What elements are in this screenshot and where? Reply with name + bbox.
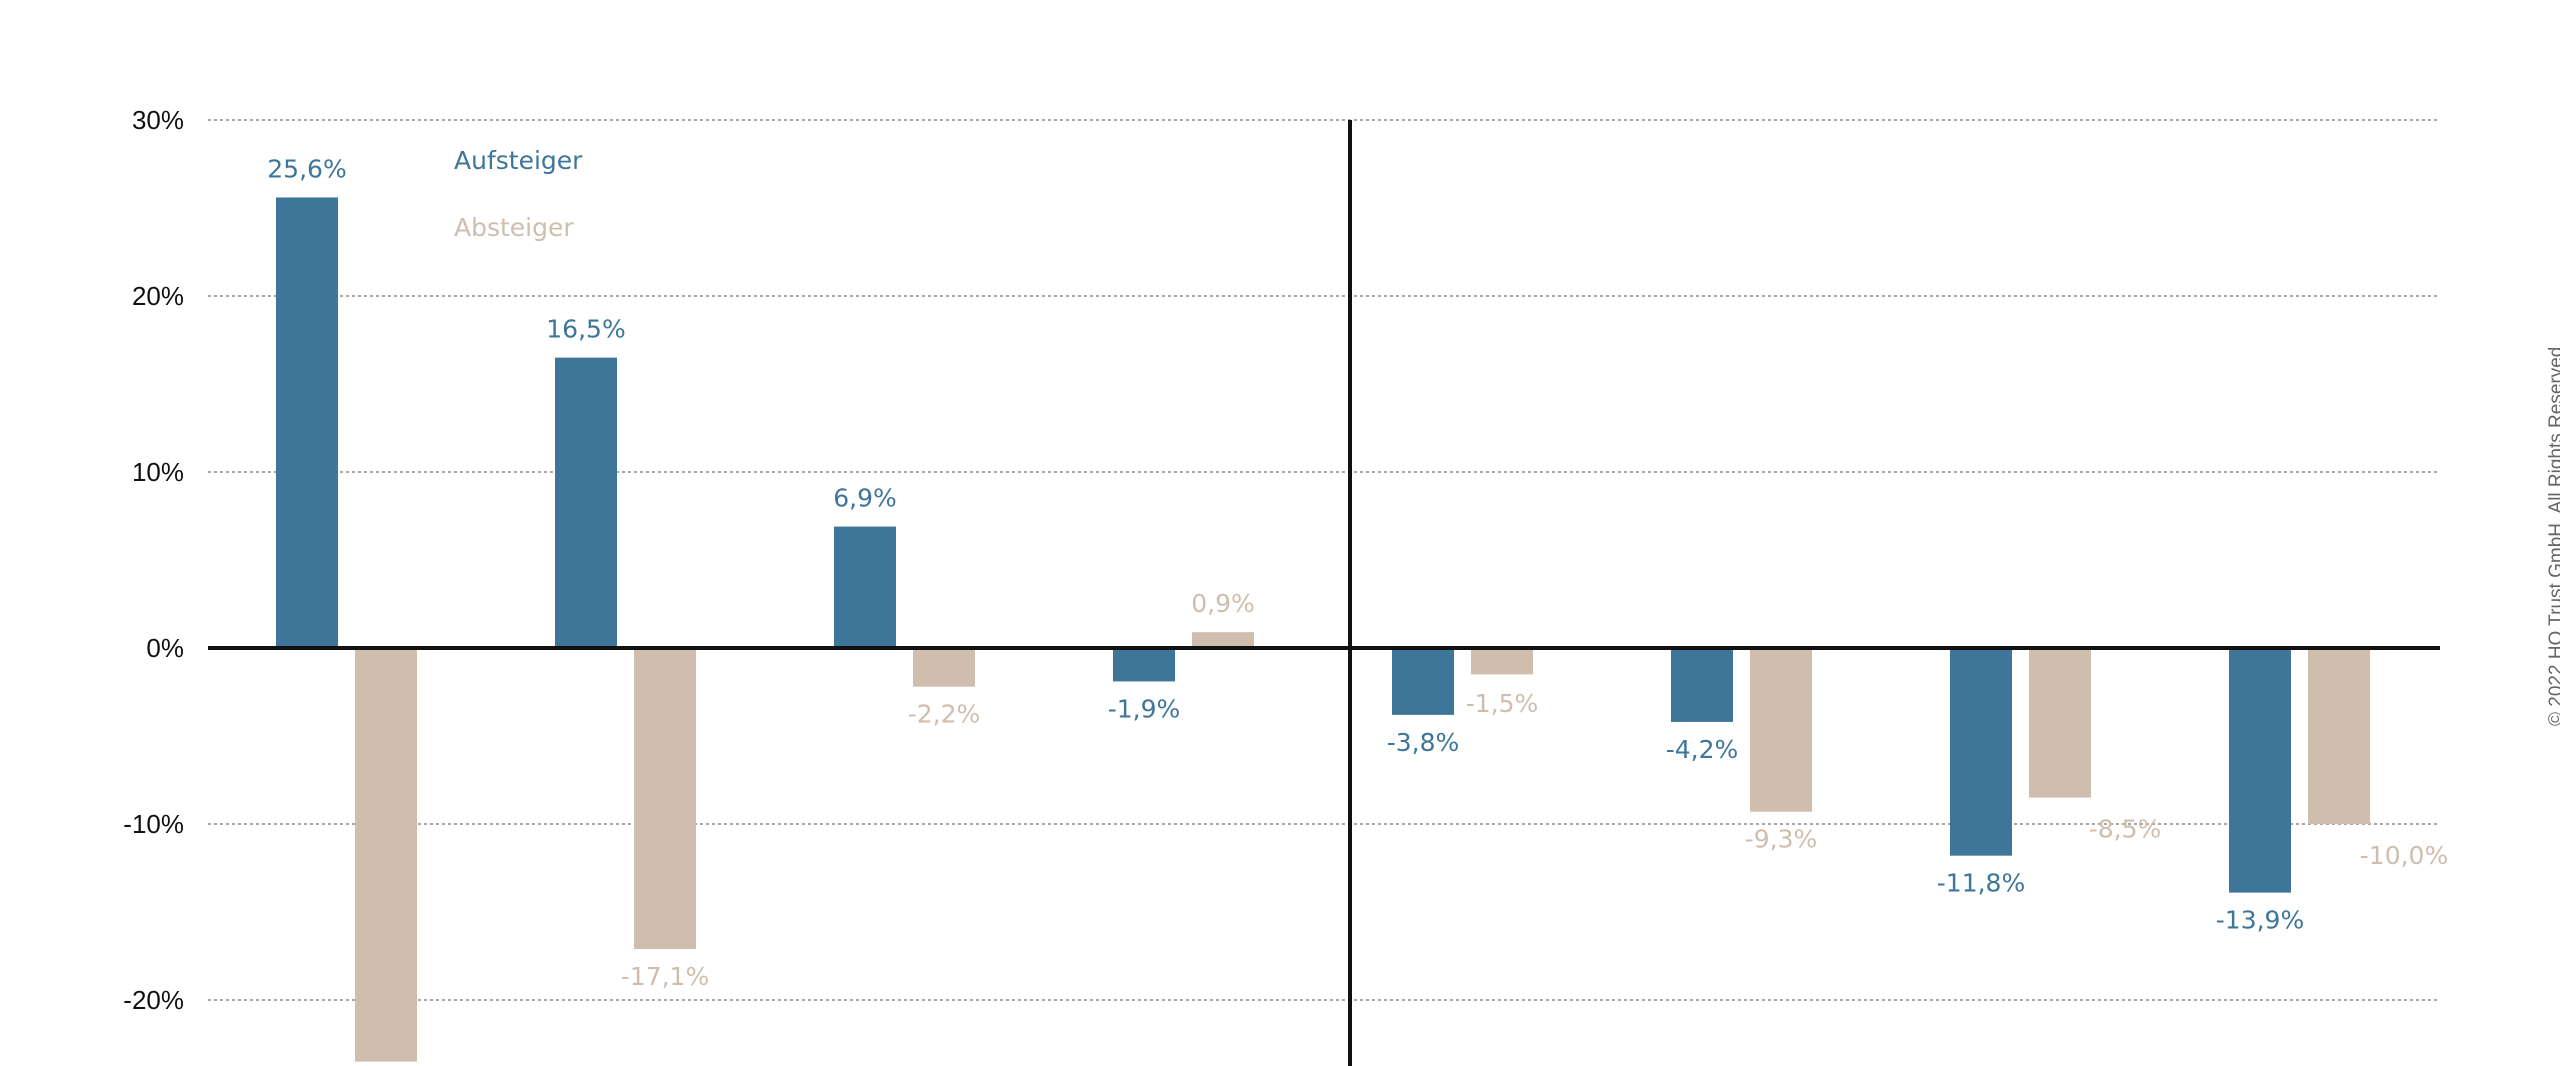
bar-aufsteiger: [1392, 648, 1454, 715]
data-label: 6,9%: [833, 484, 897, 513]
bar-aufsteiger: [1950, 648, 2012, 856]
y-tick-label: 10%: [132, 457, 184, 487]
data-label: -2,2%: [908, 700, 981, 729]
bar-absteiger: [1471, 648, 1533, 675]
data-label: -10,0%: [2360, 841, 2448, 870]
data-label: 16,5%: [546, 315, 625, 344]
data-label: -11,8%: [1937, 869, 2025, 898]
y-tick-label: 20%: [132, 281, 184, 311]
bar-aufsteiger: [834, 526, 896, 648]
data-label: -1,9%: [1108, 694, 1181, 723]
data-labels: 25,6% 16,5% 6,9% -1,9% -3,8% -4,2% -11,8% -13,9…: [267, 154, 2448, 991]
bar-absteiger: [913, 648, 975, 687]
data-label: -17,1%: [621, 962, 709, 991]
legend: Aufsteiger Absteiger: [454, 146, 583, 242]
data-label: -8,5%: [2089, 815, 2162, 844]
bar-absteiger: [634, 648, 696, 949]
y-tick-label: 0%: [146, 633, 184, 663]
bar-aufsteiger: [1671, 648, 1733, 722]
bar-absteiger: [1192, 632, 1254, 648]
copyright-notice: © 2022 HQ Trust GmbH. All Rights Reserve…: [2546, 341, 2560, 726]
bar-absteiger: [355, 648, 417, 1062]
data-label: 0,9%: [1191, 589, 1255, 618]
bar-absteiger: [2029, 648, 2091, 798]
data-label: 25,6%: [267, 154, 346, 183]
data-label: -13,9%: [2216, 906, 2304, 935]
data-label: -1,5%: [1466, 689, 1539, 718]
y-tick-label: -10%: [123, 809, 184, 839]
bar-absteiger: [2308, 648, 2370, 824]
data-label: -9,3%: [1745, 825, 1818, 854]
bar-aufsteiger: [555, 357, 617, 648]
bar-aufsteiger: [2229, 648, 2291, 893]
axes: [208, 120, 2440, 1066]
legend-item-aufsteiger: Aufsteiger: [454, 146, 583, 175]
bar-absteiger: [1750, 648, 1812, 812]
legend-item-absteiger: Absteiger: [454, 213, 574, 242]
gridlines: [208, 119, 2440, 1001]
bars: [276, 197, 2370, 1062]
y-tick-label: -20%: [123, 985, 184, 1015]
data-label: -3,8%: [1387, 728, 1460, 757]
y-tick-label: 30%: [132, 105, 184, 135]
y-axis-ticks: 30% 20% 10% 0% -10% -20%: [123, 105, 184, 1015]
bar-aufsteiger: [1113, 648, 1175, 682]
bar-aufsteiger: [276, 197, 338, 648]
data-label: -4,2%: [1666, 735, 1739, 764]
